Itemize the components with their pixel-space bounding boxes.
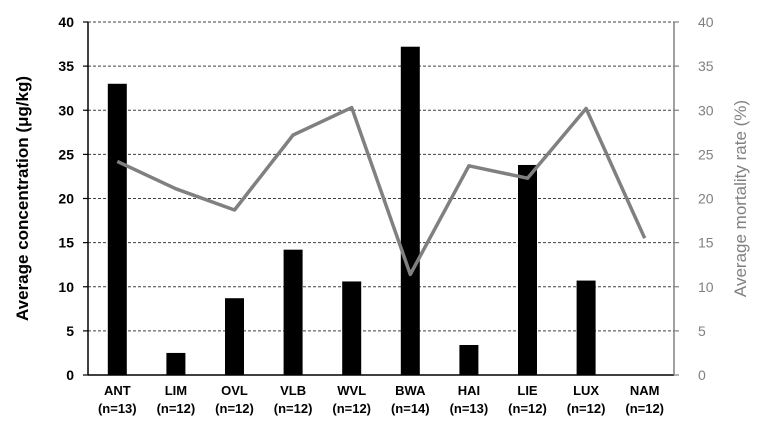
bar: [284, 250, 303, 375]
x-tick-label: LIM: [165, 383, 187, 398]
left-tick-label: 10: [58, 279, 74, 295]
x-tick-sublabel: (n=12): [215, 401, 254, 416]
x-tick-label: LUX: [573, 383, 599, 398]
x-tick-sublabel: (n=13): [98, 401, 137, 416]
bar: [225, 298, 244, 375]
right-axis-title: Average mortality rate (%): [731, 100, 750, 297]
left-tick-label: 5: [66, 323, 74, 339]
x-tick-label: NAM: [630, 383, 660, 398]
x-tick-label: OVL: [221, 383, 248, 398]
x-tick-sublabel: (n=13): [450, 401, 489, 416]
bar: [518, 165, 537, 375]
x-tick-label: HAI: [458, 383, 480, 398]
left-axis-ticks: 0 5 10 15 20 25 30 35 40: [58, 14, 88, 383]
bar: [459, 345, 478, 375]
series-line: [117, 108, 644, 275]
left-tick-label: 0: [66, 367, 74, 383]
bar: [166, 353, 185, 375]
right-tick-label: 15: [698, 235, 714, 251]
x-tick-label: ANT: [104, 383, 131, 398]
bar: [108, 84, 127, 375]
bar: [401, 47, 420, 375]
right-tick-label: 35: [698, 58, 714, 74]
x-tick-label: WVL: [337, 383, 366, 398]
bar: [577, 281, 596, 375]
right-tick-label: 20: [698, 191, 714, 207]
line-series: [117, 108, 645, 275]
x-tick-sublabel: (n=12): [157, 401, 196, 416]
bar-series: [108, 47, 596, 375]
x-tick-sublabel: (n=14): [391, 401, 430, 416]
right-tick-label: 10: [698, 279, 714, 295]
left-tick-label: 30: [58, 102, 74, 118]
x-tick-sublabel: (n=12): [567, 401, 606, 416]
left-tick-label: 35: [58, 58, 74, 74]
x-tick-sublabel: (n=12): [274, 401, 313, 416]
right-axis-ticks: 0 5 10 15 20 25 30 35 40: [674, 14, 714, 383]
x-tick-label: LIE: [517, 383, 538, 398]
x-tick-label: BWA: [395, 383, 426, 398]
right-tick-label: 25: [698, 146, 714, 162]
right-tick-label: 40: [698, 14, 714, 30]
left-tick-label: 20: [58, 191, 74, 207]
left-tick-label: 15: [58, 235, 74, 251]
x-tick-sublabel: (n=12): [625, 401, 664, 416]
right-tick-label: 5: [698, 323, 706, 339]
x-tick-sublabel: (n=12): [332, 401, 371, 416]
bar: [342, 281, 361, 375]
left-tick-label: 25: [58, 146, 74, 162]
x-tick-label: VLB: [280, 383, 306, 398]
x-axis-tick-labels: ANT (n=13) LIM (n=12) OVL (n=12) VLB (n=12) WVL (…: [98, 383, 664, 416]
left-axis-title: Average concentration (μg/kg): [13, 76, 32, 321]
x-tick-sublabel: (n=12): [508, 401, 547, 416]
left-tick-label: 40: [58, 14, 74, 30]
right-tick-label: 0: [698, 367, 706, 383]
right-tick-label: 30: [698, 102, 714, 118]
